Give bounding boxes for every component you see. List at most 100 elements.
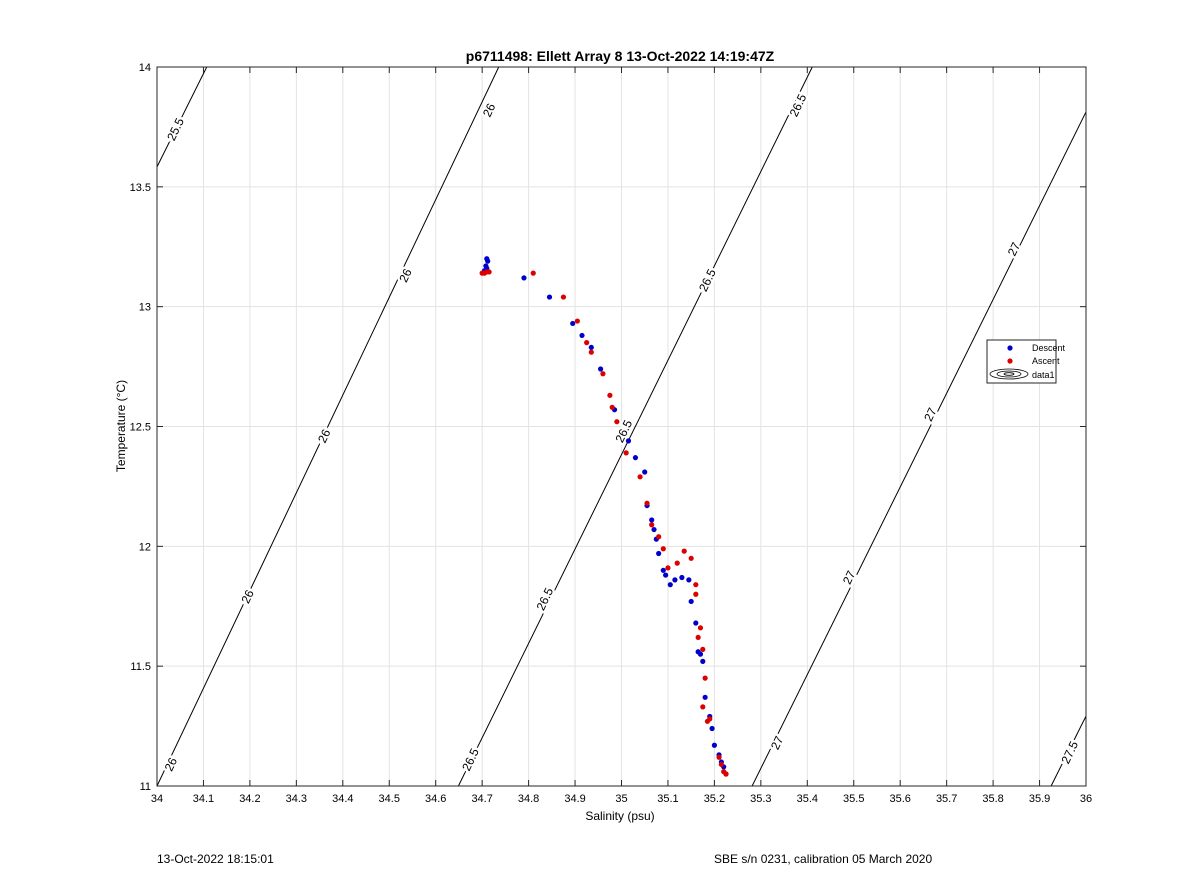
x-tick-label: 35 [615, 793, 627, 805]
x-tick-label: 34.6 [425, 793, 446, 805]
ascent-point [588, 349, 594, 355]
descent-point [597, 366, 604, 372]
descent-point [697, 651, 704, 657]
y-tick-label: 13 [139, 302, 151, 314]
y-axis-ticks: 11 11.5 12 12.5 13 13.5 14 [130, 62, 1086, 793]
x-tick-label: 36 [1080, 793, 1092, 805]
x-tick-label: 35.6 [889, 793, 910, 805]
descent-point [663, 572, 669, 578]
ascent-point [700, 646, 706, 652]
ascent-point [637, 474, 643, 480]
contour-line-26-5 [457, 66, 813, 787]
ascent-point [693, 582, 699, 588]
ascent-point [718, 761, 724, 768]
contour-label: 26 [238, 587, 257, 605]
ascent-point [697, 625, 704, 631]
x-tick-label: 35.9 [1029, 793, 1050, 805]
descent-point [625, 438, 632, 444]
descent-point [579, 332, 585, 339]
legend-label-data1: data1 [1032, 370, 1055, 380]
ascent-point [614, 419, 620, 425]
footer-timestamp: 13-Oct-2022 18:15:01 [157, 852, 274, 866]
legend-marker-contour-icon [989, 368, 1029, 380]
y-tick-label: 12.5 [130, 422, 151, 434]
ascent-point [656, 534, 662, 540]
descent-point [700, 658, 706, 664]
ascent-point [700, 704, 706, 710]
descent-point [702, 694, 708, 700]
descent-point [693, 620, 699, 626]
descent-point [672, 577, 678, 583]
descent-point [651, 526, 657, 533]
descent-point [688, 598, 694, 605]
ascent-point [486, 269, 492, 275]
x-axis-label: Salinity (psu) [585, 809, 654, 823]
x-tick-label: 34.8 [518, 793, 539, 805]
contour-label: 26 [396, 266, 415, 284]
x-tick-label: 35.7 [936, 793, 957, 805]
x-tick-label: 34.9 [564, 793, 585, 805]
x-tick-label: 35.5 [843, 793, 864, 805]
descent-point [546, 294, 553, 300]
x-tick-label: 34.5 [379, 793, 400, 805]
contour-label: 26.5 [696, 266, 719, 293]
contour-label: 26 [480, 101, 499, 119]
legend-label-descent: Descent [1032, 343, 1066, 353]
footer-calibration: SBE s/n 0231, calibration 05 March 2020 [714, 852, 933, 866]
x-tick-label: 34.3 [286, 793, 307, 805]
legend-label-ascent: Ascent [1032, 356, 1060, 366]
x-tick-label: 34 [151, 793, 163, 805]
descent-point [485, 258, 491, 264]
contour-label: 27 [921, 405, 940, 423]
chart-title: p6711498: Ellett Array 8 13-Oct-2022 14:… [466, 48, 775, 64]
legend-marker-descent [1007, 345, 1013, 351]
descent-point [642, 469, 648, 475]
descent-point [656, 550, 662, 557]
descent-point [686, 577, 692, 583]
ascent-point [574, 318, 580, 324]
ascent-point [723, 771, 729, 777]
contour-label: 25.5 [164, 115, 187, 142]
descent-point [709, 725, 715, 732]
descent-point [521, 275, 527, 281]
contour-line-27-5 [1050, 715, 1087, 787]
contour-label: 27 [840, 568, 859, 586]
x-tick-label: 35.8 [982, 793, 1003, 805]
density-contours [156, 66, 1087, 787]
x-tick-label: 35.2 [704, 793, 725, 805]
ascent-point [716, 754, 722, 760]
descent-point [649, 517, 655, 523]
ascent-point [707, 716, 713, 722]
ascent-point [560, 294, 567, 300]
contour-label: 27.5 [1058, 739, 1081, 766]
grid-lines [157, 67, 1086, 786]
x-tick-label: 35.3 [750, 793, 771, 805]
contour-label: 27 [1005, 240, 1024, 258]
x-tick-label: 34.4 [332, 793, 353, 805]
contour-label: 26.5 [459, 746, 482, 773]
descent-point [667, 582, 673, 588]
ascent-point [644, 500, 650, 506]
x-tick-label: 35.4 [797, 793, 818, 805]
ascent-point [681, 548, 687, 554]
descent-point [711, 742, 718, 748]
descent-point [679, 574, 685, 581]
ascent-point [649, 522, 655, 528]
descent-point [588, 344, 594, 351]
ascent-point [665, 565, 671, 571]
ascent-point [609, 404, 615, 410]
y-tick-label: 11.5 [130, 661, 151, 673]
x-tick-label: 34.2 [239, 793, 260, 805]
ascent-point [623, 450, 629, 456]
descent-point [570, 320, 576, 327]
contour-label: 26 [315, 427, 334, 445]
contour-line-27 [751, 111, 1087, 787]
ascent-point [702, 675, 708, 681]
contour-label: 26.5 [534, 585, 557, 612]
legend-marker-ascent [1007, 358, 1013, 364]
contour-line-25-5 [156, 66, 208, 168]
ascent-point [607, 392, 613, 398]
y-tick-label: 13.5 [130, 182, 151, 194]
contour-line-26 [156, 66, 500, 787]
